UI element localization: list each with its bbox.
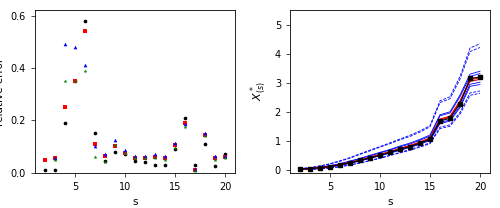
Point [211, 158, 219, 161]
Point [141, 157, 149, 160]
Point [211, 165, 219, 168]
Point [81, 30, 89, 33]
Point [111, 138, 119, 142]
Point [221, 155, 229, 159]
Point [71, 79, 79, 83]
Point [81, 69, 89, 72]
Point [51, 157, 59, 160]
Point [71, 79, 79, 83]
Point [51, 168, 59, 172]
Point [121, 149, 129, 152]
Point [71, 45, 79, 49]
Point [181, 121, 189, 125]
Point [111, 145, 119, 148]
Point [211, 154, 219, 157]
Point [161, 163, 169, 166]
Point [121, 153, 129, 156]
Point [171, 141, 179, 144]
X-axis label: s: s [132, 197, 138, 207]
X-axis label: s: s [387, 197, 393, 207]
Point [161, 154, 169, 157]
Point [131, 154, 139, 157]
Point [51, 157, 59, 160]
Point [91, 142, 99, 146]
Point [51, 158, 59, 161]
Point [151, 157, 159, 160]
Point [101, 153, 109, 156]
Point [91, 145, 99, 148]
Point [61, 43, 69, 46]
Point [191, 170, 199, 173]
Point [151, 153, 159, 156]
Point [41, 168, 49, 172]
Point [171, 144, 179, 147]
Y-axis label: $X_{(s)}^*$: $X_{(s)}^*$ [249, 82, 269, 101]
Point [181, 123, 189, 126]
Point [81, 19, 89, 22]
Point [201, 134, 209, 138]
Y-axis label: relative error: relative error [0, 57, 5, 126]
Point [91, 155, 99, 159]
Point [91, 132, 99, 135]
Point [161, 158, 169, 161]
Point [131, 157, 139, 160]
Point [151, 163, 159, 166]
Point [141, 157, 149, 160]
Point [191, 168, 199, 172]
Point [81, 64, 89, 67]
Point [221, 153, 229, 156]
Point [111, 144, 119, 147]
Point [221, 154, 229, 157]
Point [151, 155, 159, 159]
Point [221, 157, 229, 160]
Point [101, 159, 109, 162]
Point [61, 121, 69, 125]
Point [191, 163, 199, 166]
Point [181, 125, 189, 129]
Point [211, 157, 219, 160]
Point [201, 133, 209, 136]
Point [71, 79, 79, 83]
Point [201, 142, 209, 146]
Point [131, 159, 139, 162]
Point [111, 150, 119, 153]
Point [101, 161, 109, 164]
Point [61, 105, 69, 109]
Point [121, 151, 129, 155]
Point [141, 161, 149, 164]
Point [171, 146, 179, 149]
Point [101, 154, 109, 157]
Point [161, 157, 169, 160]
Point [181, 116, 189, 119]
Point [171, 147, 179, 151]
Point [141, 154, 149, 157]
Point [201, 132, 209, 135]
Point [191, 167, 199, 170]
Point [121, 151, 129, 155]
Point [61, 79, 69, 83]
Point [131, 157, 139, 160]
Point [41, 158, 49, 161]
